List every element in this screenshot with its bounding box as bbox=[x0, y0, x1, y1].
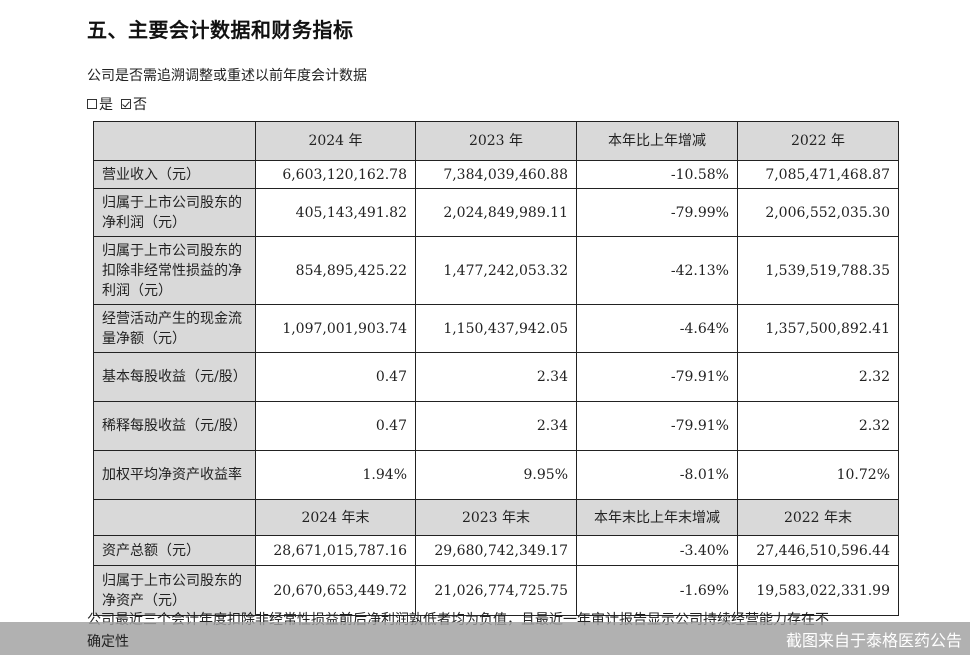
row-label: 经营活动产生的现金流量净额（元） bbox=[93, 304, 256, 353]
cell-change: -79.91% bbox=[576, 352, 738, 402]
header-cell-change-end: 本年末比上年末增减 bbox=[576, 499, 738, 536]
cell-2023: 7,384,039,460.88 bbox=[415, 160, 577, 189]
cell-2022: 19,583,022,331.99 bbox=[737, 565, 899, 616]
cell-change: -10.58% bbox=[576, 160, 738, 189]
header-cell-2023: 2023 年 bbox=[415, 121, 577, 161]
cell-2022: 2.32 bbox=[737, 401, 899, 451]
table-row: 加权平均净资产收益率 1.94% 9.95% -8.01% 10.72% bbox=[93, 450, 899, 500]
row-label: 稀释每股收益（元/股） bbox=[93, 401, 256, 451]
unchecked-box-icon[interactable] bbox=[87, 99, 97, 109]
cell-change: -79.91% bbox=[576, 401, 738, 451]
table-row: 归属于上市公司股东的净利润（元） 405,143,491.82 2,024,84… bbox=[93, 188, 899, 237]
row-label: 归属于上市公司股东的扣除非经常性损益的净利润（元） bbox=[93, 236, 256, 305]
cell-2024: 854,895,425.22 bbox=[255, 236, 416, 305]
cell-2023: 9.95% bbox=[415, 450, 577, 500]
header-cell-2024: 2024 年 bbox=[255, 121, 416, 161]
watermark-text: 截图来自于泰格医药公告 bbox=[785, 631, 962, 650]
financial-indicators-table: 2024 年 2023 年 本年比上年增减 2022 年 营业收入（元） 6,6… bbox=[93, 121, 899, 616]
restatement-choices: 是 否 bbox=[87, 94, 155, 114]
choice-no[interactable]: 否 bbox=[121, 94, 147, 114]
cell-change: -3.40% bbox=[576, 535, 738, 566]
cell-2022: 1,539,519,788.35 bbox=[737, 236, 899, 305]
cell-2024: 20,670,653,449.72 bbox=[255, 565, 416, 616]
cell-2023: 1,477,242,053.32 bbox=[415, 236, 577, 305]
header-cell-change: 本年比上年增减 bbox=[576, 121, 738, 161]
cell-2022: 7,085,471,468.87 bbox=[737, 160, 899, 189]
cell-change: -79.99% bbox=[576, 188, 738, 237]
header-cell-2022-end: 2022 年末 bbox=[737, 499, 899, 536]
row-label: 营业收入（元） bbox=[93, 160, 256, 189]
row-label: 归属于上市公司股东的净资产（元） bbox=[93, 565, 256, 616]
choice-yes[interactable]: 是 bbox=[87, 94, 113, 114]
table-row: 稀释每股收益（元/股） 0.47 2.34 -79.91% 2.32 bbox=[93, 401, 899, 451]
cell-2024: 28,671,015,787.16 bbox=[255, 535, 416, 566]
cell-2024: 1,097,001,903.74 bbox=[255, 304, 416, 353]
cell-change: -1.69% bbox=[576, 565, 738, 616]
cell-2022: 2,006,552,035.30 bbox=[737, 188, 899, 237]
header-cell-2022: 2022 年 bbox=[737, 121, 899, 161]
section-title: 五、主要会计数据和财务指标 bbox=[87, 18, 354, 42]
table-row: 归属于上市公司股东的扣除非经常性损益的净利润（元） 854,895,425.22… bbox=[93, 236, 899, 305]
cell-2024: 0.47 bbox=[255, 352, 416, 402]
cell-2022: 1,357,500,892.41 bbox=[737, 304, 899, 353]
going-concern-note-line2: 确定性 bbox=[87, 634, 129, 650]
table-row: 资产总额（元） 28,671,015,787.16 29,680,742,349… bbox=[93, 535, 899, 566]
table-row: 基本每股收益（元/股） 0.47 2.34 -79.91% 2.32 bbox=[93, 352, 899, 402]
row-label: 资产总额（元） bbox=[93, 535, 256, 566]
header-cell-blank bbox=[93, 121, 256, 161]
choice-no-label: 否 bbox=[133, 97, 147, 113]
cell-change: -4.64% bbox=[576, 304, 738, 353]
cell-2023: 2.34 bbox=[415, 352, 577, 402]
cell-change: -8.01% bbox=[576, 450, 738, 500]
cell-2022: 27,446,510,596.44 bbox=[737, 535, 899, 566]
watermark-bar: 截图来自于泰格医药公告 bbox=[0, 622, 970, 655]
table-header-period: 2024 年 2023 年 本年比上年增减 2022 年 bbox=[93, 121, 899, 161]
cell-2024: 0.47 bbox=[255, 401, 416, 451]
checked-box-icon[interactable] bbox=[121, 99, 131, 109]
table-row: 归属于上市公司股东的净资产（元） 20,670,653,449.72 21,02… bbox=[93, 565, 899, 616]
header-cell-blank bbox=[93, 499, 256, 536]
cell-2023: 2.34 bbox=[415, 401, 577, 451]
cell-2024: 405,143,491.82 bbox=[255, 188, 416, 237]
header-cell-2023-end: 2023 年末 bbox=[415, 499, 577, 536]
cell-2023: 21,026,774,725.75 bbox=[415, 565, 577, 616]
cell-change: -42.13% bbox=[576, 236, 738, 305]
cell-2023: 1,150,437,942.05 bbox=[415, 304, 577, 353]
cell-2023: 2,024,849,989.11 bbox=[415, 188, 577, 237]
row-label: 加权平均净资产收益率 bbox=[93, 450, 256, 500]
cell-2024: 6,603,120,162.78 bbox=[255, 160, 416, 189]
choice-yes-label: 是 bbox=[99, 97, 113, 113]
row-label: 归属于上市公司股东的净利润（元） bbox=[93, 188, 256, 237]
table-header-period-end: 2024 年末 2023 年末 本年末比上年末增减 2022 年末 bbox=[93, 499, 899, 536]
table-row: 经营活动产生的现金流量净额（元） 1,097,001,903.74 1,150,… bbox=[93, 304, 899, 353]
header-cell-2024-end: 2024 年末 bbox=[255, 499, 416, 536]
row-label: 基本每股收益（元/股） bbox=[93, 352, 256, 402]
cell-2023: 29,680,742,349.17 bbox=[415, 535, 577, 566]
cell-2022: 2.32 bbox=[737, 352, 899, 402]
restatement-question: 公司是否需追溯调整或重述以前年度会计数据 bbox=[87, 68, 367, 84]
table-row: 营业收入（元） 6,603,120,162.78 7,384,039,460.8… bbox=[93, 160, 899, 189]
cell-2024: 1.94% bbox=[255, 450, 416, 500]
cell-2022: 10.72% bbox=[737, 450, 899, 500]
